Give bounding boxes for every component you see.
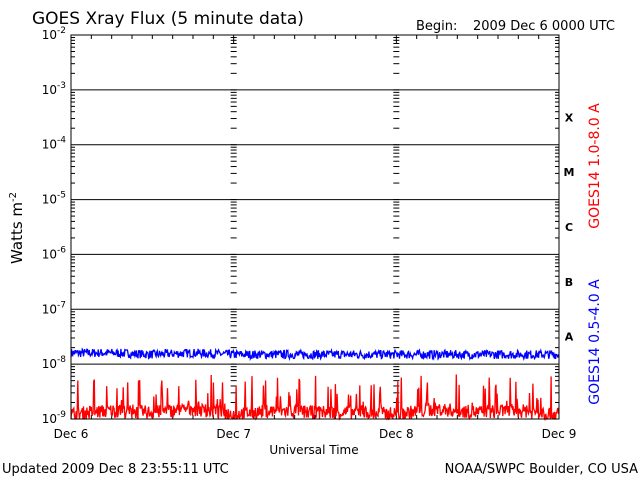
y-tick-exponent: -3 <box>57 81 66 91</box>
legend-blue-group: GOES14 0.5-4.0 A <box>587 279 603 405</box>
y-tick-labels: 10-910-810-710-610-510-410-310-2 <box>42 26 67 426</box>
grid-lines <box>71 37 559 403</box>
legend-blue-series: GOES14 0.5-4.0 A <box>587 279 603 405</box>
series-line-short-wave <box>70 347 560 362</box>
flare-class-label: C <box>565 221 573 234</box>
begin-label: Begin: <box>416 19 457 34</box>
x-tick-label: Dec 6 <box>54 427 89 441</box>
y-tick-label: 10-6 <box>42 245 67 261</box>
y-tick-exponent: -6 <box>57 245 66 255</box>
chart-title: GOES Xray Flux (5 minute data) <box>32 9 304 29</box>
flare-class-label: X <box>565 111 574 124</box>
y-tick-base: 10 <box>42 412 57 426</box>
y-axis-label-text: Watts m <box>8 202 26 264</box>
begin-value: 2009 Dec 6 0000 UTC <box>473 19 615 34</box>
series-line-long-wave <box>70 374 560 422</box>
y-tick-base: 10 <box>42 83 57 97</box>
flare-class-label: A <box>565 331 574 344</box>
y-tick-exponent: -2 <box>57 26 66 36</box>
y-tick-base: 10 <box>42 138 57 152</box>
flare-class-label: B <box>565 276 573 289</box>
x-tick-label: Dec 7 <box>216 427 251 441</box>
y-axis-label-group: Watts m-2 <box>8 192 26 264</box>
y-axis-label-exponent: -2 <box>8 192 19 202</box>
y-tick-exponent: -9 <box>57 410 66 420</box>
y-tick-label: 10-3 <box>42 81 66 97</box>
credit-text: NOAA/SWPC Boulder, CO USA <box>445 462 638 477</box>
y-tick-exponent: -8 <box>57 355 66 365</box>
y-tick-label: 10-7 <box>42 300 66 316</box>
flare-class-label: M <box>564 166 575 179</box>
flare-class-labels: A B C M X <box>564 111 575 343</box>
y-tick-base: 10 <box>42 247 57 261</box>
x-tick-labels: Dec 6 Dec 7 Dec 8 Dec 9 <box>54 427 577 441</box>
legend-red-group: GOES14 1.0-8.0 A <box>587 103 603 229</box>
x-tick-label: Dec 8 <box>379 427 414 441</box>
y-axis-label: Watts m-2 <box>8 192 26 264</box>
legend-red-series: GOES14 1.0-8.0 A <box>587 103 603 229</box>
y-tick-base: 10 <box>42 357 57 371</box>
y-tick-base: 10 <box>42 302 57 316</box>
y-tick-label: 10-8 <box>42 355 67 371</box>
updated-text: Updated 2009 Dec 8 23:55:11 UTC <box>2 462 229 477</box>
series-layer <box>70 347 560 422</box>
y-tick-label: 10-9 <box>42 410 67 426</box>
y-tick-exponent: -4 <box>57 136 66 146</box>
y-tick-label: 10-2 <box>42 26 66 42</box>
y-tick-exponent: -5 <box>57 191 66 201</box>
y-tick-base: 10 <box>42 28 57 42</box>
x-axis-label: Universal Time <box>269 443 358 457</box>
y-tick-label: 10-5 <box>42 191 66 207</box>
y-tick-base: 10 <box>42 193 57 207</box>
y-tick-label: 10-4 <box>42 136 67 152</box>
plot-frame <box>70 34 560 420</box>
x-tick-label: Dec 9 <box>542 427 577 441</box>
y-tick-exponent: -7 <box>57 300 66 310</box>
